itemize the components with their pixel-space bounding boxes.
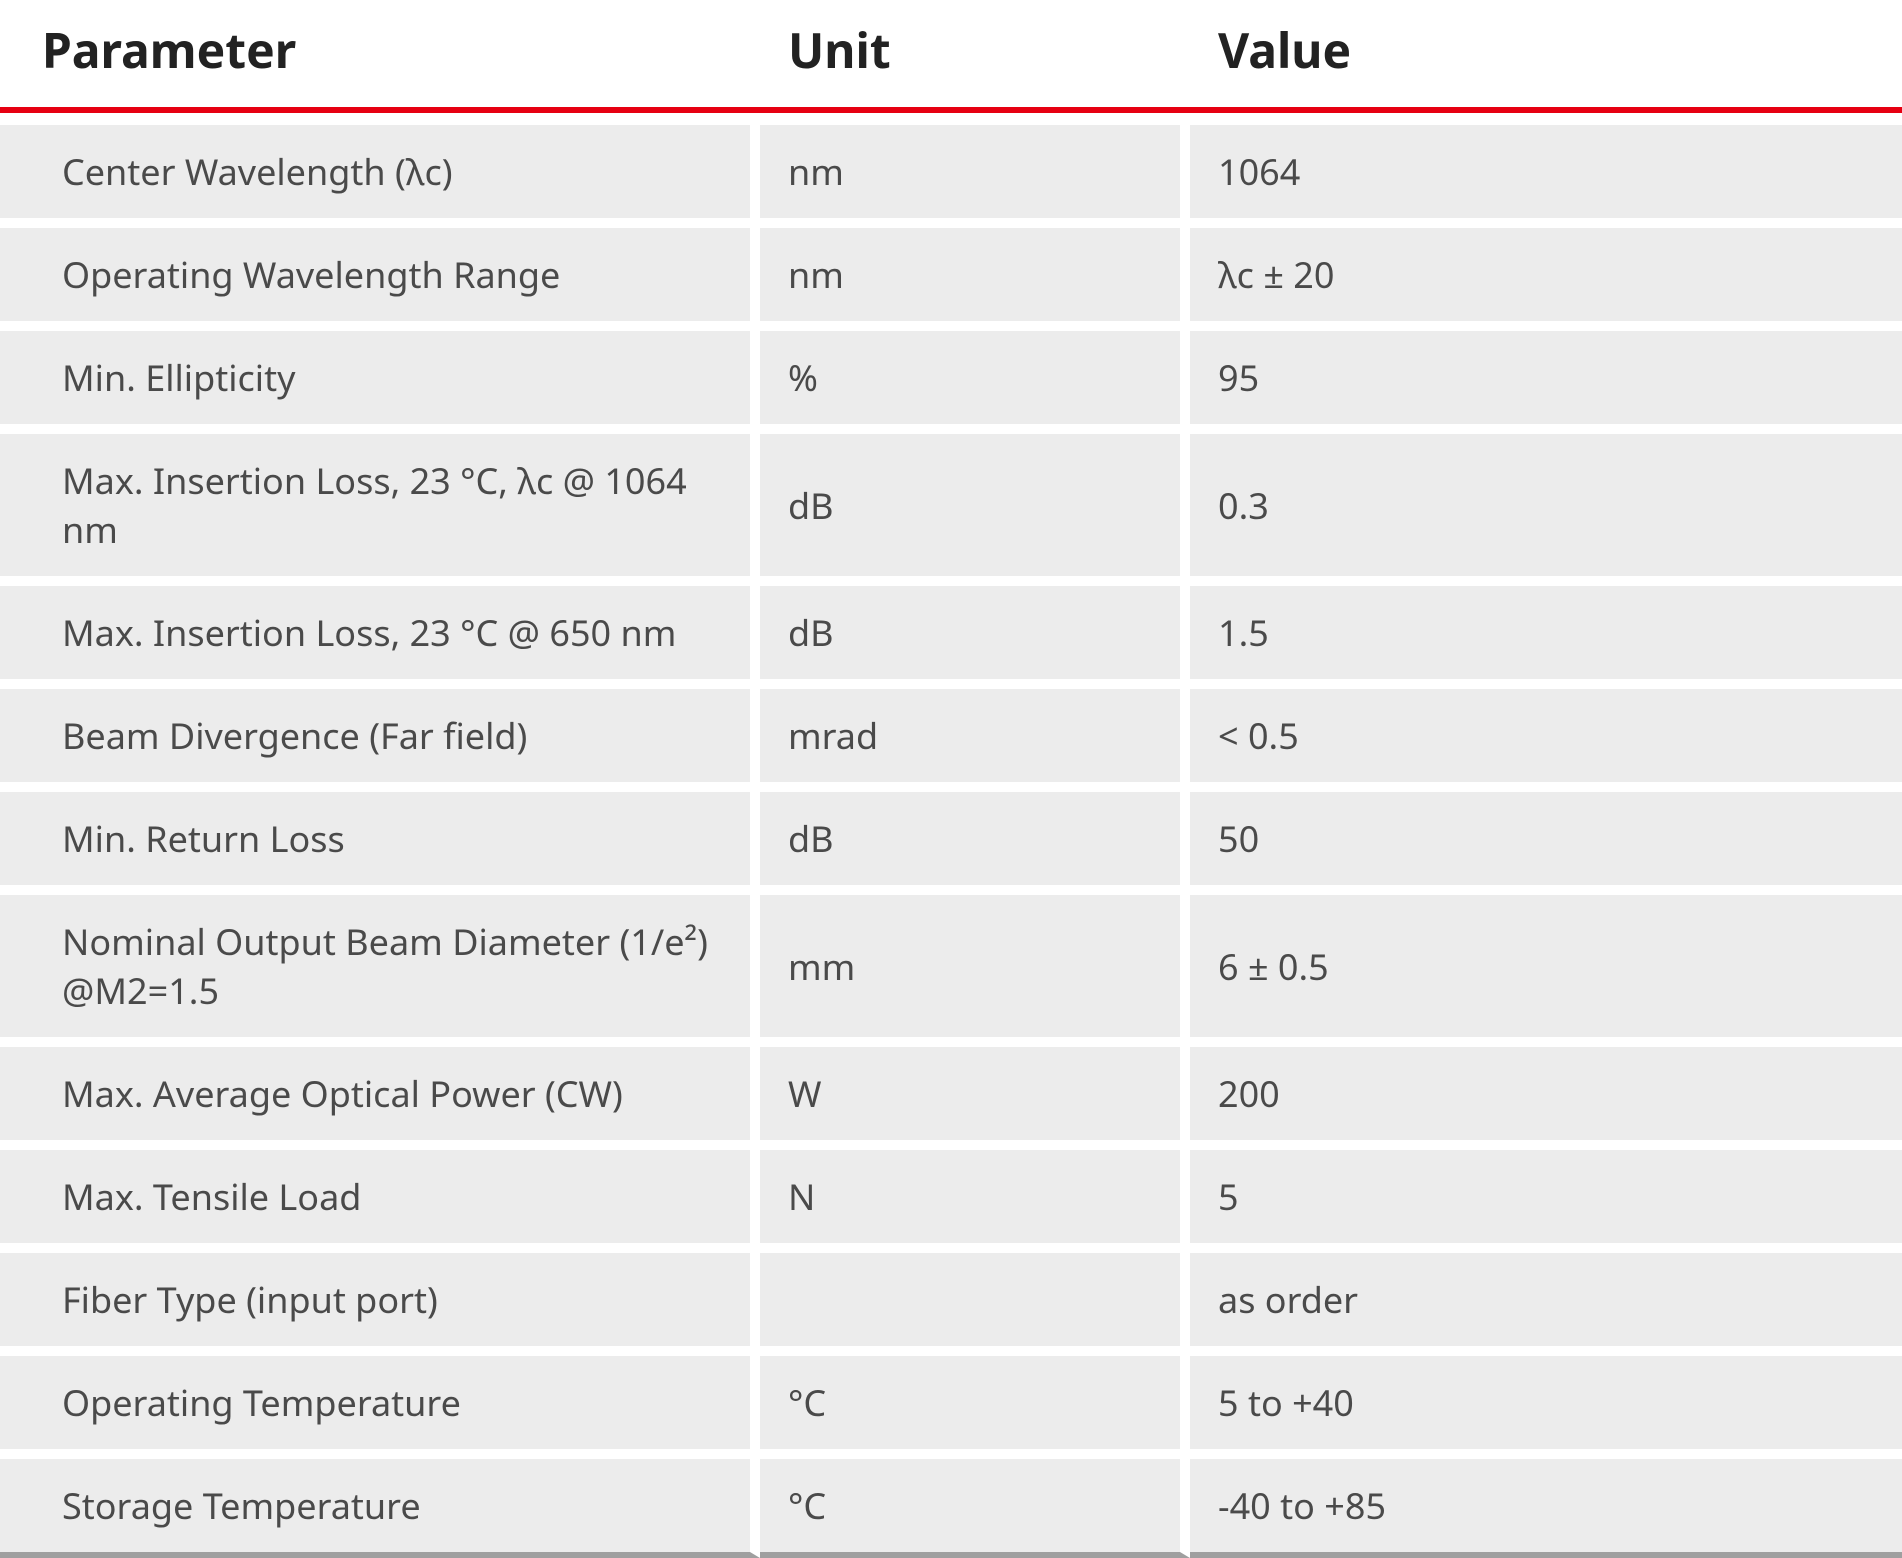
cell-parameter: Operating Temperature bbox=[0, 1346, 760, 1449]
cell-parameter: Max. Insertion Loss, 23 °C, λc @ 1064 nm bbox=[0, 424, 760, 576]
cell-unit: dB bbox=[760, 576, 1190, 679]
cell-value: 5 to +40 bbox=[1190, 1346, 1902, 1449]
cell-parameter: Center Wavelength (λc) bbox=[0, 113, 760, 218]
cell-unit: W bbox=[760, 1037, 1190, 1140]
table-row: Max. Tensile Load N 5 bbox=[0, 1140, 1902, 1243]
cell-unit: nm bbox=[760, 218, 1190, 321]
column-header-value: Value bbox=[1190, 0, 1902, 113]
cell-parameter: Storage Temperature bbox=[0, 1449, 760, 1558]
cell-unit: N bbox=[760, 1140, 1190, 1243]
cell-parameter: Beam Divergence (Far field) bbox=[0, 679, 760, 782]
cell-parameter: Fiber Type (input port) bbox=[0, 1243, 760, 1346]
table-row: Operating Temperature °C 5 to +40 bbox=[0, 1346, 1902, 1449]
table-row: Min. Ellipticity % 95 bbox=[0, 321, 1902, 424]
cell-parameter: Max. Average Optical Power (CW) bbox=[0, 1037, 760, 1140]
column-header-unit: Unit bbox=[760, 0, 1190, 113]
cell-value: 6 ± 0.5 bbox=[1190, 885, 1902, 1037]
cell-value: as order bbox=[1190, 1243, 1902, 1346]
cell-parameter: Operating Wavelength Range bbox=[0, 218, 760, 321]
cell-parameter: Max. Insertion Loss, 23 °C @ 650 nm bbox=[0, 576, 760, 679]
cell-unit: mm bbox=[760, 885, 1190, 1037]
cell-value: 1.5 bbox=[1190, 576, 1902, 679]
table-row: Center Wavelength (λc) nm 1064 bbox=[0, 113, 1902, 218]
cell-parameter: Min. Return Loss bbox=[0, 782, 760, 885]
table-row: Max. Insertion Loss, 23 °C @ 650 nm dB 1… bbox=[0, 576, 1902, 679]
table-row: Max. Insertion Loss, 23 °C, λc @ 1064 nm… bbox=[0, 424, 1902, 576]
cell-unit: nm bbox=[760, 113, 1190, 218]
table-row: Nominal Output Beam Diameter (1/e²) @M2=… bbox=[0, 885, 1902, 1037]
table-row: Fiber Type (input port) as order bbox=[0, 1243, 1902, 1346]
cell-parameter: Max. Tensile Load bbox=[0, 1140, 760, 1243]
cell-value: 200 bbox=[1190, 1037, 1902, 1140]
cell-value: 1064 bbox=[1190, 113, 1902, 218]
cell-value: 50 bbox=[1190, 782, 1902, 885]
table-row: Max. Average Optical Power (CW) W 200 bbox=[0, 1037, 1902, 1140]
cell-parameter: Nominal Output Beam Diameter (1/e²) @M2=… bbox=[0, 885, 760, 1037]
table-row: Operating Wavelength Range nm λc ± 20 bbox=[0, 218, 1902, 321]
spec-table: Parameter Unit Value Center Wavelength (… bbox=[0, 0, 1902, 1558]
cell-unit: °C bbox=[760, 1449, 1190, 1558]
cell-unit: % bbox=[760, 321, 1190, 424]
cell-value: λc ± 20 bbox=[1190, 218, 1902, 321]
cell-value: 0.3 bbox=[1190, 424, 1902, 576]
cell-unit: mrad bbox=[760, 679, 1190, 782]
cell-unit bbox=[760, 1243, 1190, 1346]
column-header-parameter: Parameter bbox=[0, 0, 760, 113]
cell-unit: °C bbox=[760, 1346, 1190, 1449]
cell-parameter: Min. Ellipticity bbox=[0, 321, 760, 424]
cell-value: 5 bbox=[1190, 1140, 1902, 1243]
cell-unit: dB bbox=[760, 424, 1190, 576]
cell-value: 95 bbox=[1190, 321, 1902, 424]
cell-value: < 0.5 bbox=[1190, 679, 1902, 782]
cell-unit: dB bbox=[760, 782, 1190, 885]
cell-value: -40 to +85 bbox=[1190, 1449, 1902, 1558]
table-header-row: Parameter Unit Value bbox=[0, 0, 1902, 113]
table-row: Min. Return Loss dB 50 bbox=[0, 782, 1902, 885]
table-row: Beam Divergence (Far field) mrad < 0.5 bbox=[0, 679, 1902, 782]
table-row: Storage Temperature °C -40 to +85 bbox=[0, 1449, 1902, 1558]
